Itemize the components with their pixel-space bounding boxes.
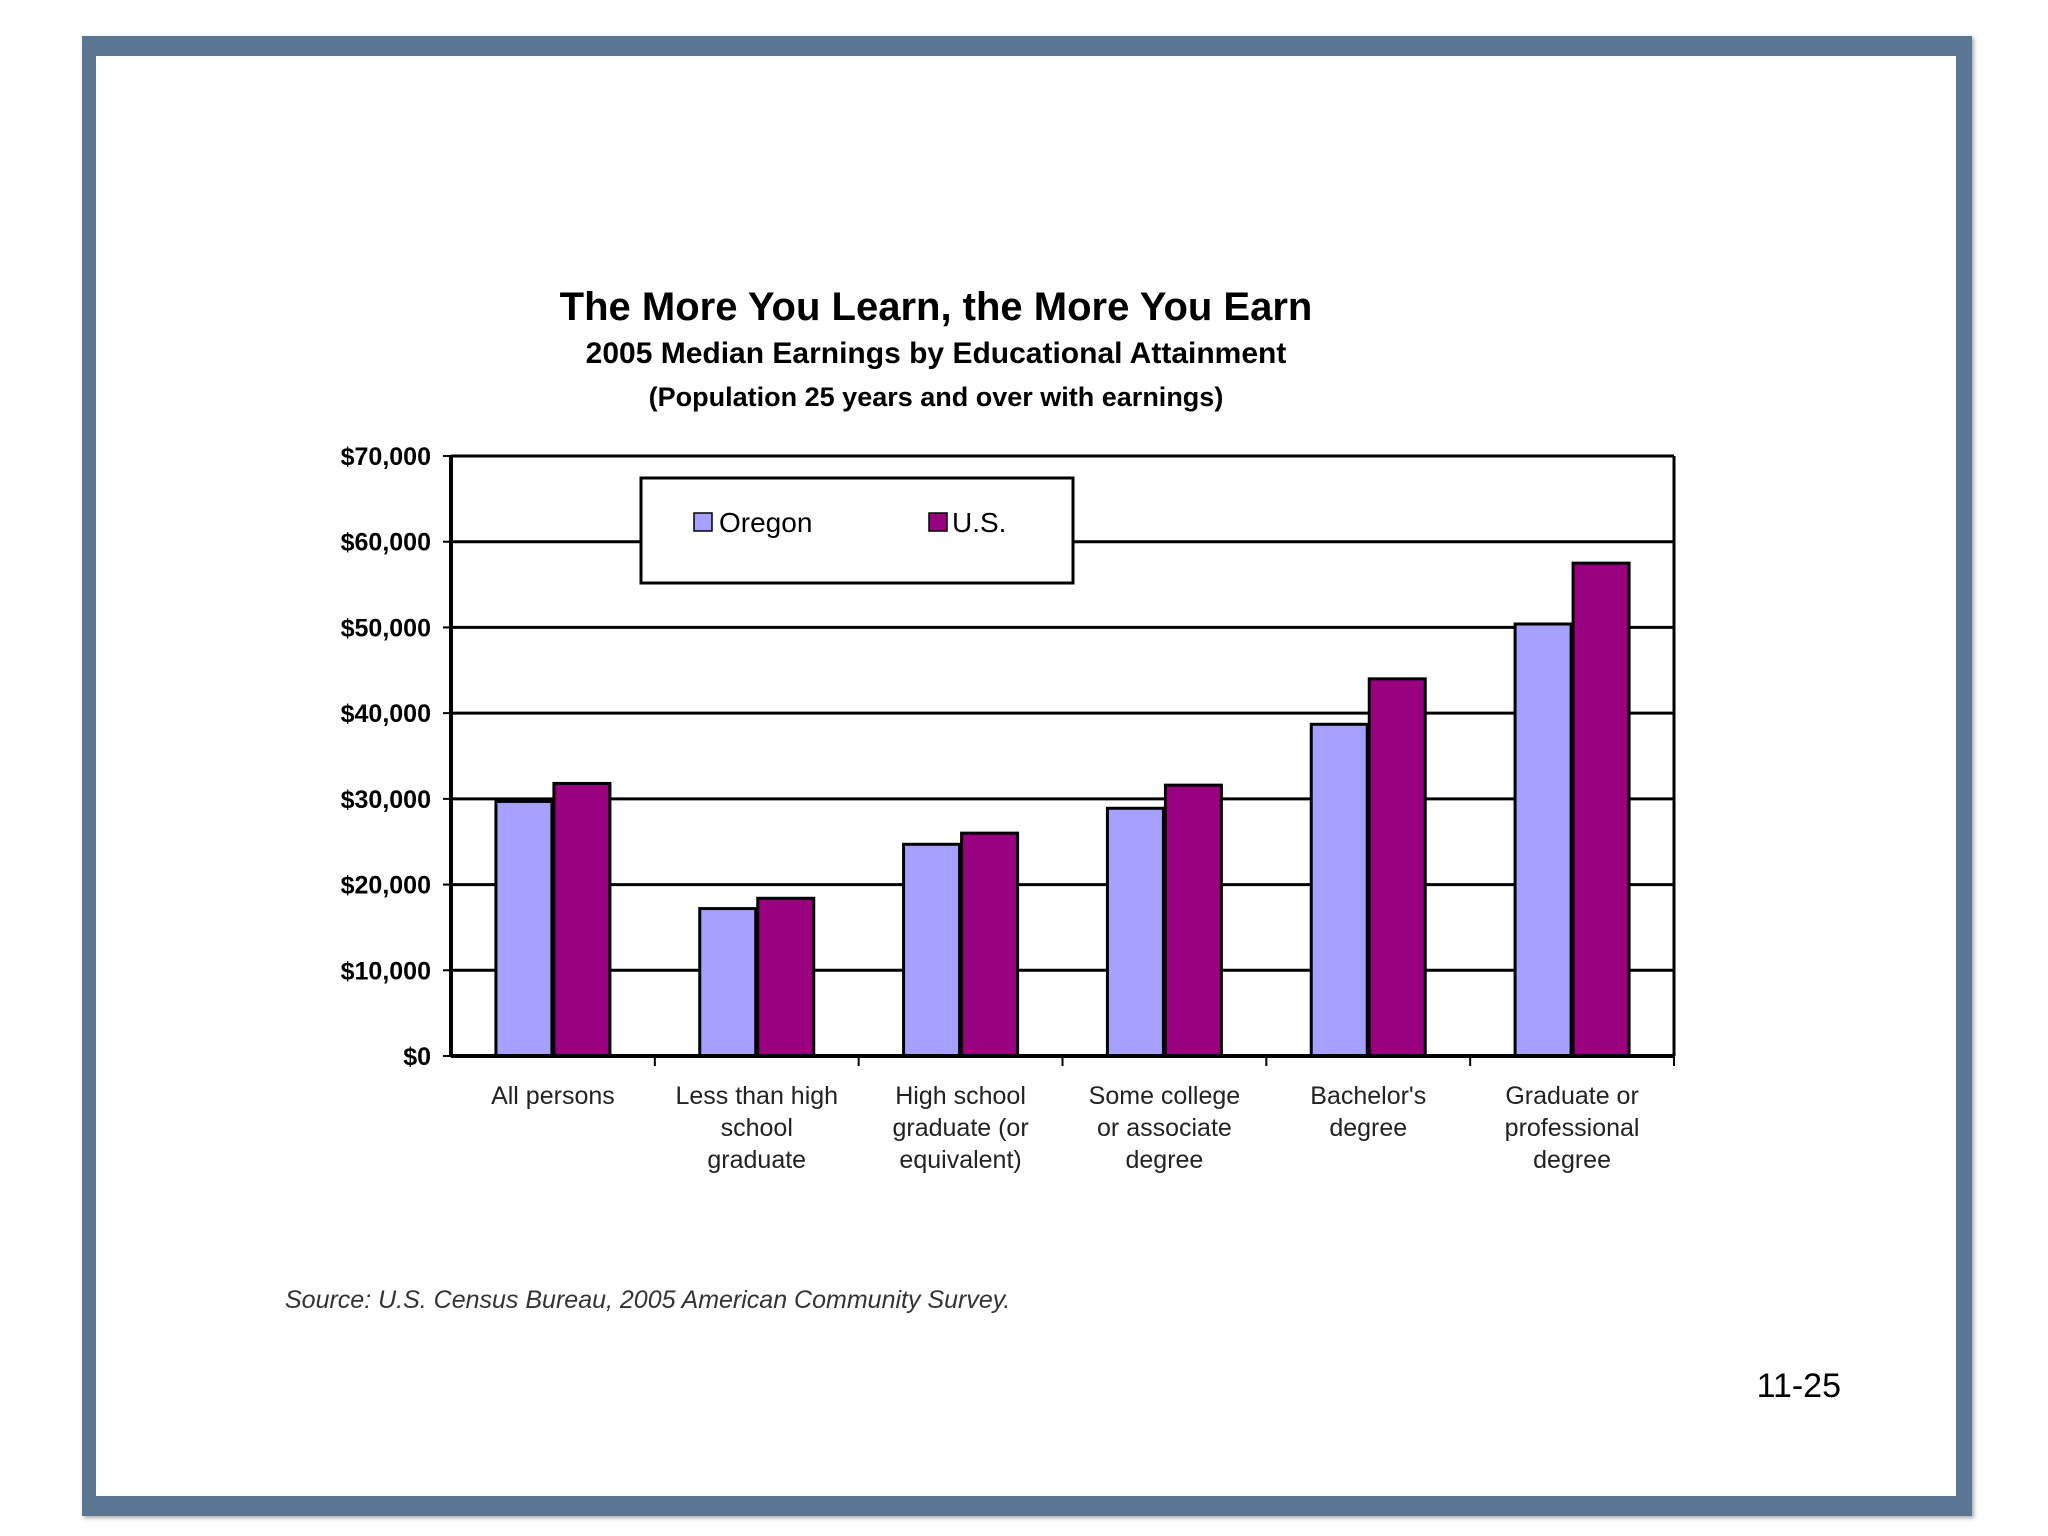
bar-us: [1571, 561, 1631, 1058]
bar-oregon: [494, 799, 554, 1058]
y-tick-label: $10,000: [341, 957, 431, 985]
legend: Oregon U.S.: [639, 476, 1075, 585]
y-tick-labels: $0 $10,000 $20,000 $30,000 $40,000 $50,000 $60…: [341, 443, 431, 1071]
legend-label-us: U.S.: [952, 507, 1006, 538]
bar-oregon: [1105, 806, 1165, 1058]
x-category-labels: All persons Less than high school graduate H…: [491, 1082, 1639, 1174]
legend-swatch-oregon: [693, 512, 713, 532]
chart-subtitle: 2005 Median Earnings by Educational Atta…: [586, 337, 1287, 370]
axes: [443, 455, 1676, 1066]
bar-oregon: [1513, 622, 1573, 1058]
chart-subtitle-population: (Population 25 years and over with earni…: [649, 382, 1224, 412]
x-category-label: Less than high school graduate: [675, 1082, 838, 1174]
legend-label-oregon: Oregon: [719, 507, 812, 538]
y-tick-label: $60,000: [341, 529, 431, 557]
y-tick-label: $40,000: [341, 700, 431, 728]
chart-title: The More You Learn, the More You Earn: [560, 285, 1313, 329]
bar-us: [960, 831, 1020, 1058]
x-category-label: Bachelor's degree: [1310, 1082, 1426, 1142]
chart: The More You Learn, the More You Earn 20…: [285, 285, 1676, 1314]
bar-us: [1367, 677, 1427, 1058]
bar-oregon: [698, 907, 758, 1058]
slide-frame: The More You Learn, the More You Earn 20…: [82, 36, 1972, 1516]
y-tick-label: $30,000: [341, 786, 431, 814]
legend-box: [639, 476, 1075, 585]
x-category-label: Graduate or professional degree: [1505, 1082, 1640, 1174]
slide: The More You Learn, the More You Earn 20…: [96, 56, 1956, 1496]
bars: [494, 561, 1631, 1058]
y-tick-label: $70,000: [341, 443, 431, 471]
legend-swatch-us: [928, 512, 948, 532]
x-category-label: Some college or associate degree: [1089, 1082, 1240, 1174]
y-tick-label: $20,000: [341, 872, 431, 900]
x-category-label: High school graduate (or equivalent): [892, 1082, 1028, 1174]
x-category-label: All persons: [491, 1082, 615, 1110]
bar-us: [552, 781, 612, 1058]
source-note: Source: U.S. Census Bureau, 2005 America…: [285, 1286, 1010, 1314]
bar-us: [1163, 783, 1223, 1058]
bar-oregon: [1309, 722, 1369, 1058]
y-tick-label: $50,000: [341, 614, 431, 642]
slide-number: 11-25: [1756, 1367, 1841, 1405]
bar-oregon: [902, 842, 962, 1058]
bar-us: [756, 896, 816, 1058]
y-tick-label: $0: [403, 1043, 431, 1071]
